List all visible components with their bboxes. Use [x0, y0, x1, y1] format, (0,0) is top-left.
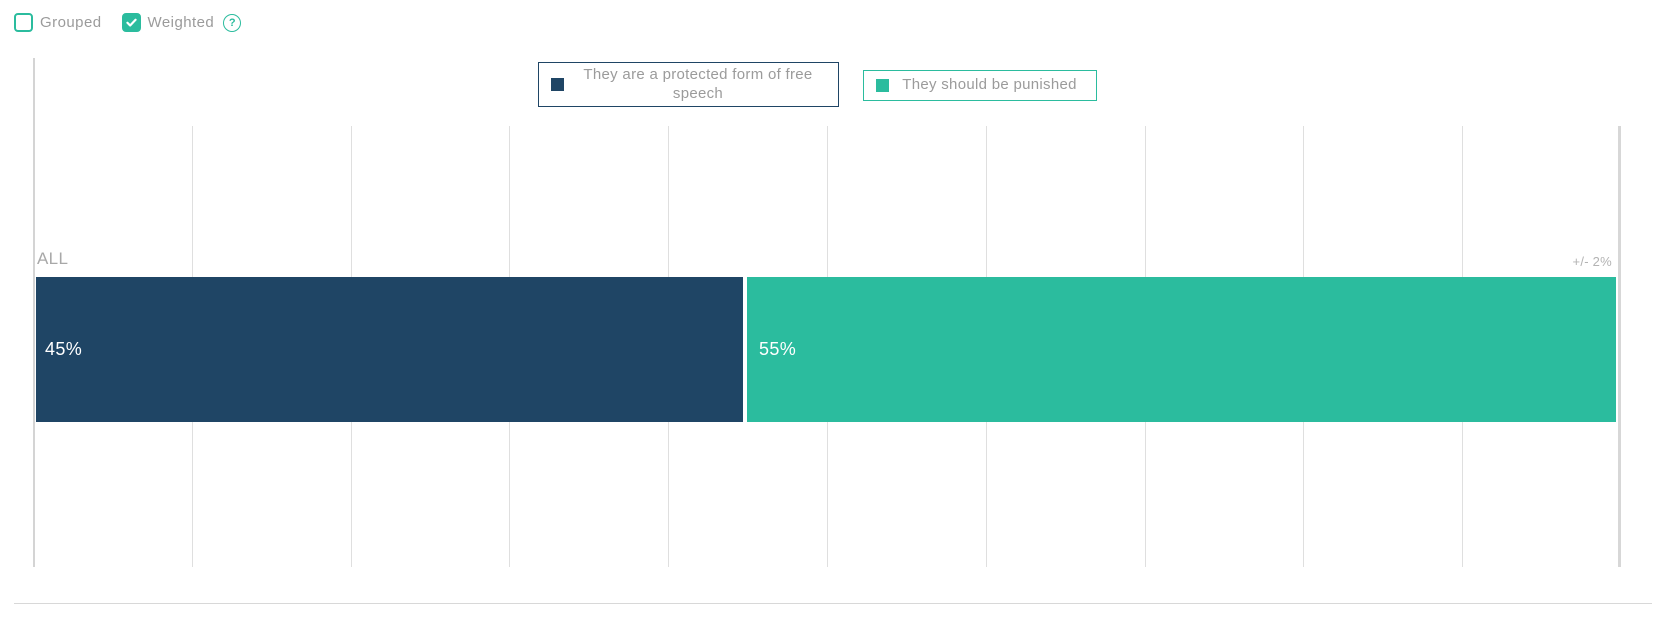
weighted-checkbox[interactable]: [121, 13, 141, 32]
row-label-all: ALL: [37, 249, 69, 268]
weighted-checkbox-label: Weighted: [147, 14, 215, 31]
chart-controls: Grouped Weighted ?: [14, 13, 242, 32]
legend-label: They are a protected form of free speech: [583, 66, 813, 102]
bar-row-all: 45% 55%: [36, 277, 1616, 422]
bar-value-label: 55%: [759, 339, 797, 359]
y-axis-line: [33, 58, 35, 567]
weighted-checkbox-control[interactable]: Weighted: [121, 13, 215, 32]
checkmark-icon: [125, 18, 137, 27]
bar-value-label: 45%: [45, 339, 83, 359]
legend-swatch-navy-icon: [551, 78, 564, 91]
stacked-bar-chart: ALL +/- 2% 45% 55%: [33, 58, 1621, 567]
grouped-checkbox[interactable]: [14, 13, 33, 32]
bar-segment-free-speech[interactable]: 45%: [36, 277, 747, 422]
bottom-divider: [14, 603, 1652, 604]
legend-item-free-speech[interactable]: They are a protected form of free speech: [538, 62, 839, 107]
margin-of-error-label: +/- 2%: [1572, 254, 1612, 269]
bar-segment-punished[interactable]: 55%: [747, 277, 1616, 422]
legend-swatch-teal-icon: [876, 79, 889, 92]
grouped-checkbox-control[interactable]: Grouped: [14, 13, 102, 32]
legend-label: They should be punished: [902, 76, 1077, 94]
legend-item-punished[interactable]: They should be punished: [863, 70, 1097, 101]
chart-right-boundary: [1618, 126, 1621, 567]
help-icon[interactable]: ?: [223, 13, 242, 32]
grouped-checkbox-label: Grouped: [40, 14, 102, 31]
